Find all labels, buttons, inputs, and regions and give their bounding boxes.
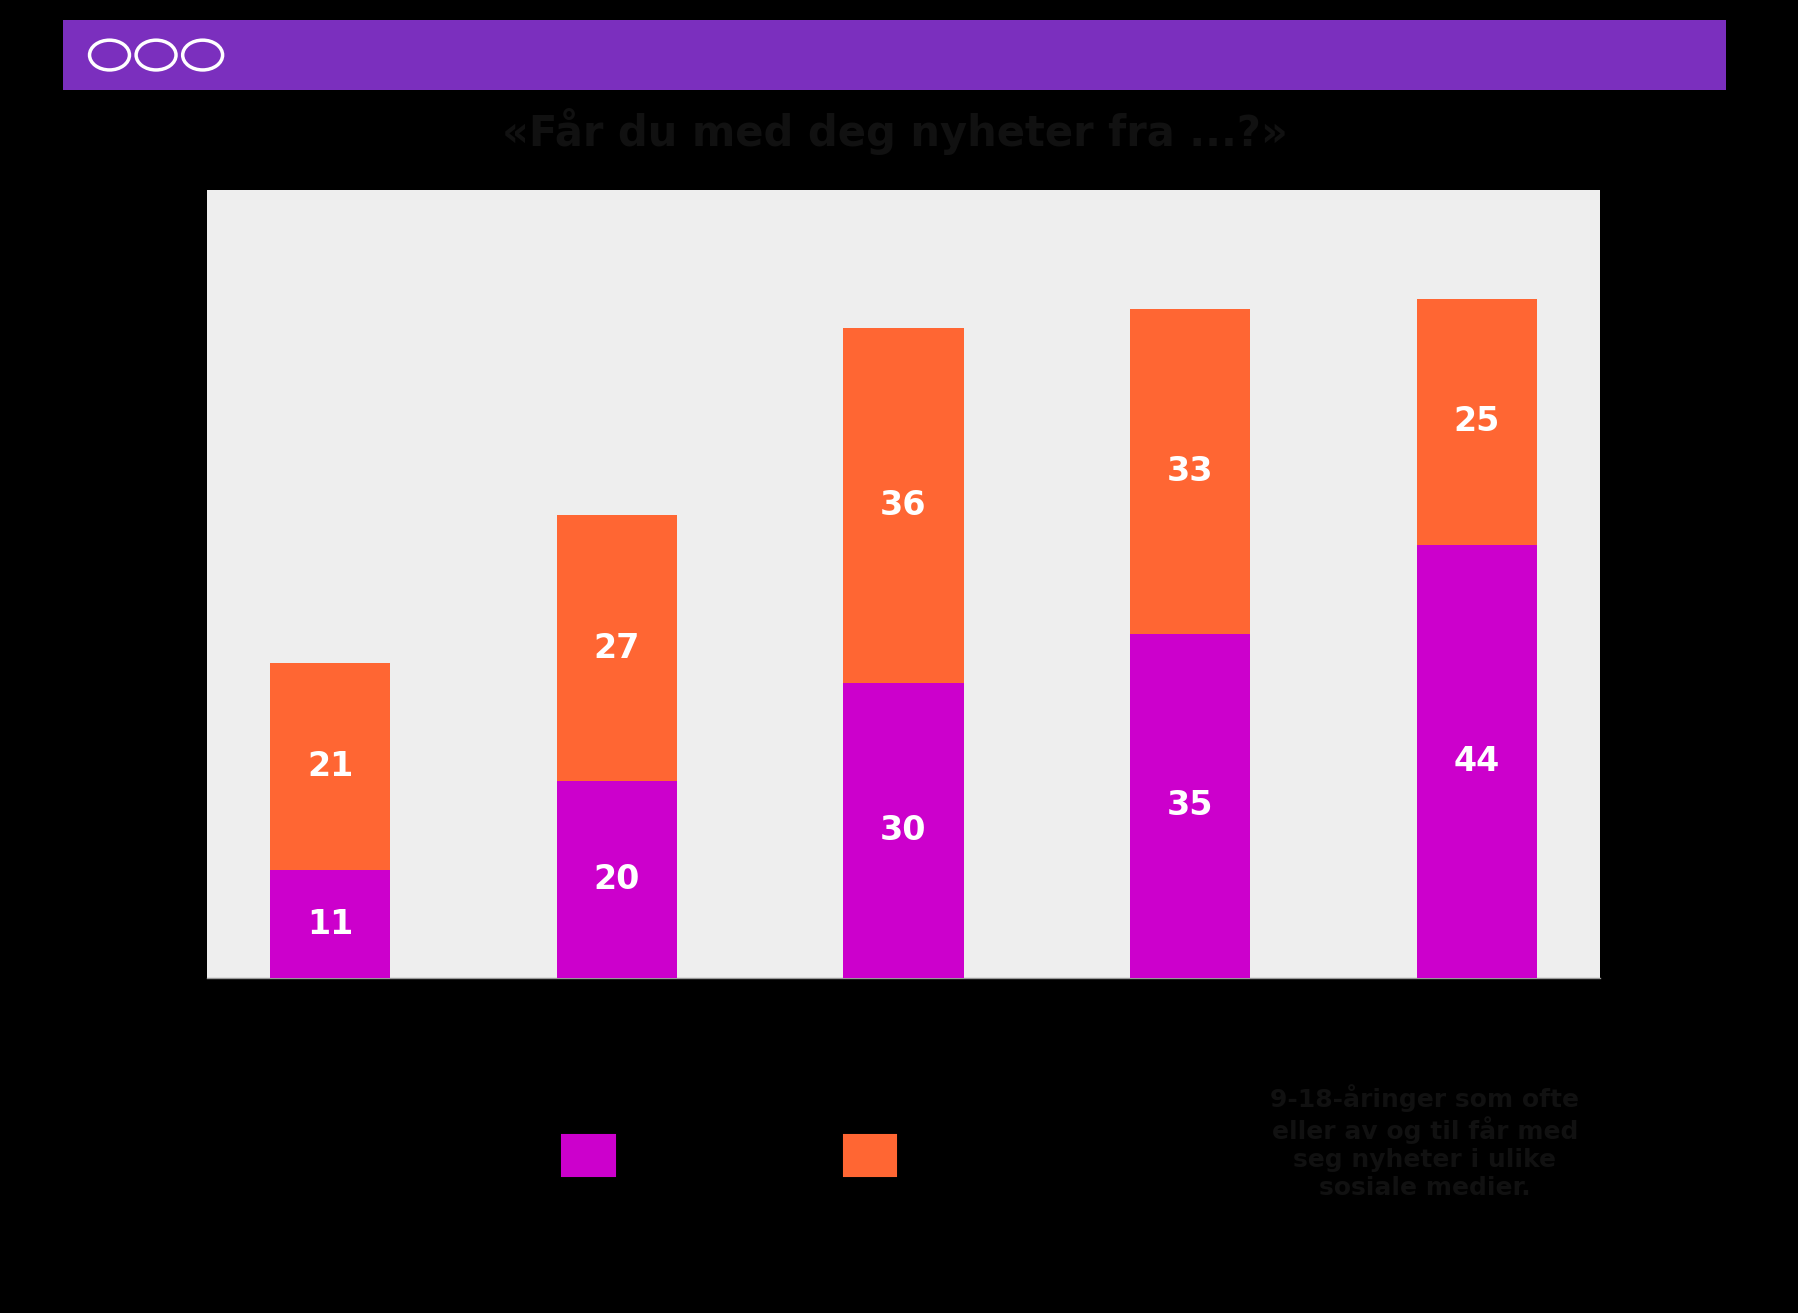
Bar [270,869,390,978]
Text: 20: 20 [593,863,640,897]
Legend: Ja, ofte, Ja, av og til: Ja, ofte, Ja, av og til [563,1134,1106,1176]
Text: 33: 33 [1167,454,1214,487]
Text: 30: 30 [881,814,926,847]
Text: 11: 11 [307,907,354,940]
Bar [1129,309,1250,634]
Bar [1417,545,1537,978]
Bar [1129,634,1250,978]
Text: 35: 35 [1167,789,1214,822]
Text: 44: 44 [1453,744,1500,779]
Text: 27: 27 [593,632,640,664]
Bar [557,515,678,781]
Bar [557,781,678,978]
Text: 25: 25 [1453,406,1500,439]
Bar [843,328,964,683]
Text: 9-18-åringer som ofte
eller av og til får med
seg nyheter i ulike
sosiale medier: 9-18-åringer som ofte eller av og til få… [1271,1083,1579,1200]
FancyBboxPatch shape [63,20,1726,91]
Bar [270,663,390,869]
Bar [843,683,964,978]
Text: «Får du med deg nyheter fra ...?»: «Får du med deg nyheter fra ...?» [502,108,1287,155]
Text: 21: 21 [307,750,354,783]
Y-axis label: (prosent %): (prosent %) [120,507,147,662]
Bar [1417,298,1537,545]
Text: 36: 36 [881,488,926,523]
